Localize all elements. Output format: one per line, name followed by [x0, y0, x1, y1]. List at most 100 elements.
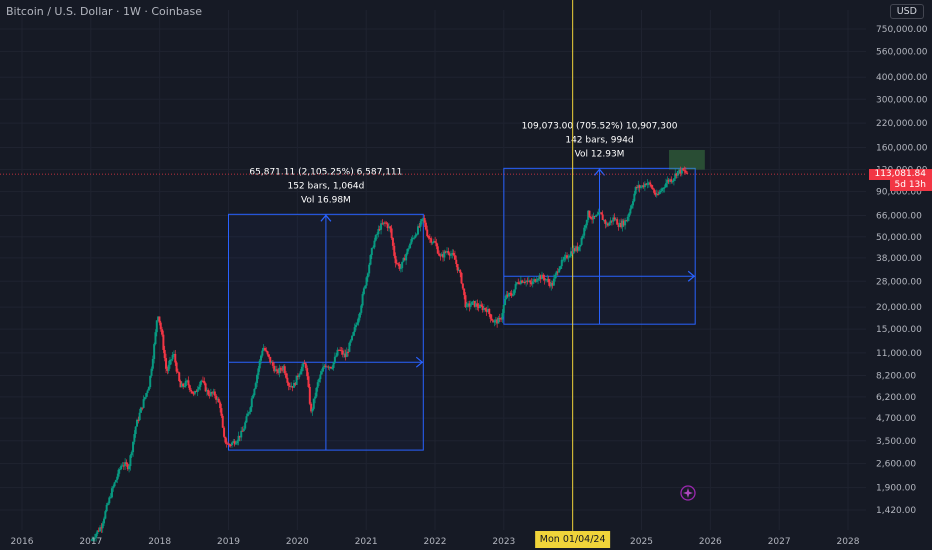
candle-body: [130, 452, 133, 456]
candle-body: [315, 387, 318, 397]
price-tick-label: 50,000.00: [876, 233, 922, 243]
candle-body: [279, 367, 282, 370]
candle-body: [335, 355, 338, 357]
candle-body: [452, 252, 455, 256]
candle-body: [547, 279, 550, 283]
candle-body: [579, 244, 582, 247]
candle-body: [527, 280, 530, 282]
candle-body: [221, 415, 224, 428]
measurement-boxes[interactable]: 65,871.11 (2,105.25%) 6,587,111 152 bars,…: [228, 121, 705, 451]
candle-body: [273, 365, 276, 372]
candle-body: [339, 349, 342, 351]
price-tick-label: 2,600.00: [876, 460, 916, 470]
candle-body: [533, 279, 536, 282]
last-price-label: 113,081.84: [869, 169, 932, 180]
candle-body: [104, 511, 107, 519]
candle-body: [510, 293, 513, 296]
sparkle-icon[interactable]: [679, 484, 697, 502]
candle-body: [459, 270, 462, 273]
candle-body: [420, 219, 423, 222]
candle-body: [101, 523, 104, 529]
candle-body: [599, 212, 602, 214]
candle-body: [431, 242, 434, 244]
candle-body: [394, 255, 397, 264]
candle-body: [257, 368, 260, 375]
candle-body: [192, 393, 195, 395]
price-tick-label: 66,000.00: [876, 211, 922, 221]
candle-body: [108, 497, 111, 504]
candle-body: [679, 169, 682, 174]
candle-body: [97, 530, 100, 532]
candle-body: [374, 235, 377, 241]
candle-body: [560, 259, 563, 267]
candle-body: [538, 275, 541, 279]
candle-body: [347, 351, 350, 353]
candle-body: [668, 179, 671, 182]
candle-body: [262, 347, 265, 351]
candle-body: [303, 363, 306, 365]
candle-body: [626, 216, 629, 222]
candle-body: [198, 386, 201, 390]
candle-body: [413, 237, 416, 239]
candle-body: [188, 385, 191, 390]
time-tick-label: 2016: [11, 537, 34, 547]
candle-body: [110, 488, 113, 498]
candle-body: [399, 268, 402, 270]
candle-body: [141, 407, 144, 409]
candle-body: [564, 255, 567, 257]
price-axis[interactable]: 750,000.00 560,000.00 400,000.00 300,000.00…: [876, 25, 928, 516]
price-tick-label: 560,000.00: [876, 47, 928, 57]
candle-body: [138, 412, 141, 421]
candle-body: [622, 220, 625, 226]
time-tick-label: 2018: [148, 537, 171, 547]
candle-body: [444, 251, 447, 253]
candle-body: [282, 366, 285, 370]
price-tick-label: 1,420.00: [876, 506, 916, 516]
candle-body: [92, 538, 95, 540]
candle-body: [489, 314, 492, 319]
candle-body: [236, 441, 239, 444]
candle-body: [671, 181, 674, 183]
candle-body: [683, 170, 686, 172]
candle-body: [469, 304, 472, 307]
candle-body: [224, 436, 227, 443]
candle-body: [655, 193, 658, 196]
candle-body: [401, 261, 404, 269]
candle-body: [343, 353, 346, 355]
candle-body: [428, 238, 431, 240]
candle-body: [471, 301, 474, 305]
candle-body: [292, 382, 295, 388]
candle-body: [298, 374, 301, 378]
candle-body: [415, 234, 418, 236]
candle-body: [382, 222, 385, 224]
candle-body: [402, 258, 405, 262]
currency-selector[interactable]: USD: [889, 4, 924, 19]
candle-body: [455, 259, 458, 265]
candle-body: [266, 351, 269, 355]
price-tick-label: 400,000.00: [876, 73, 928, 83]
candle-body: [464, 295, 467, 307]
candle-body: [509, 293, 512, 295]
candle-body: [299, 371, 302, 375]
time-axis[interactable]: 2016 2017 2018 2019 2020 2021 2022 2023 2025 2026…: [11, 537, 860, 547]
candle-body: [233, 441, 236, 445]
candle-body: [643, 183, 646, 188]
candle-body: [223, 427, 226, 437]
candle-body: [398, 264, 401, 269]
candle-body: [124, 462, 127, 466]
candle-body: [361, 294, 364, 306]
candle-body: [370, 248, 373, 256]
candle-body: [381, 223, 384, 225]
candle-body: [150, 368, 153, 376]
candle-body: [535, 280, 538, 282]
symbol-title[interactable]: Bitcoin / U.S. Dollar · 1W · Coinbase: [6, 5, 203, 18]
price-tick-label: 8,200.00: [876, 371, 916, 381]
candle-body: [661, 188, 664, 191]
candle-body: [179, 381, 182, 388]
candle-body: [492, 320, 495, 323]
candle-body: [682, 168, 685, 171]
candle-body: [580, 237, 583, 245]
candle-body: [196, 389, 199, 392]
arrow-head-up: [594, 168, 605, 176]
